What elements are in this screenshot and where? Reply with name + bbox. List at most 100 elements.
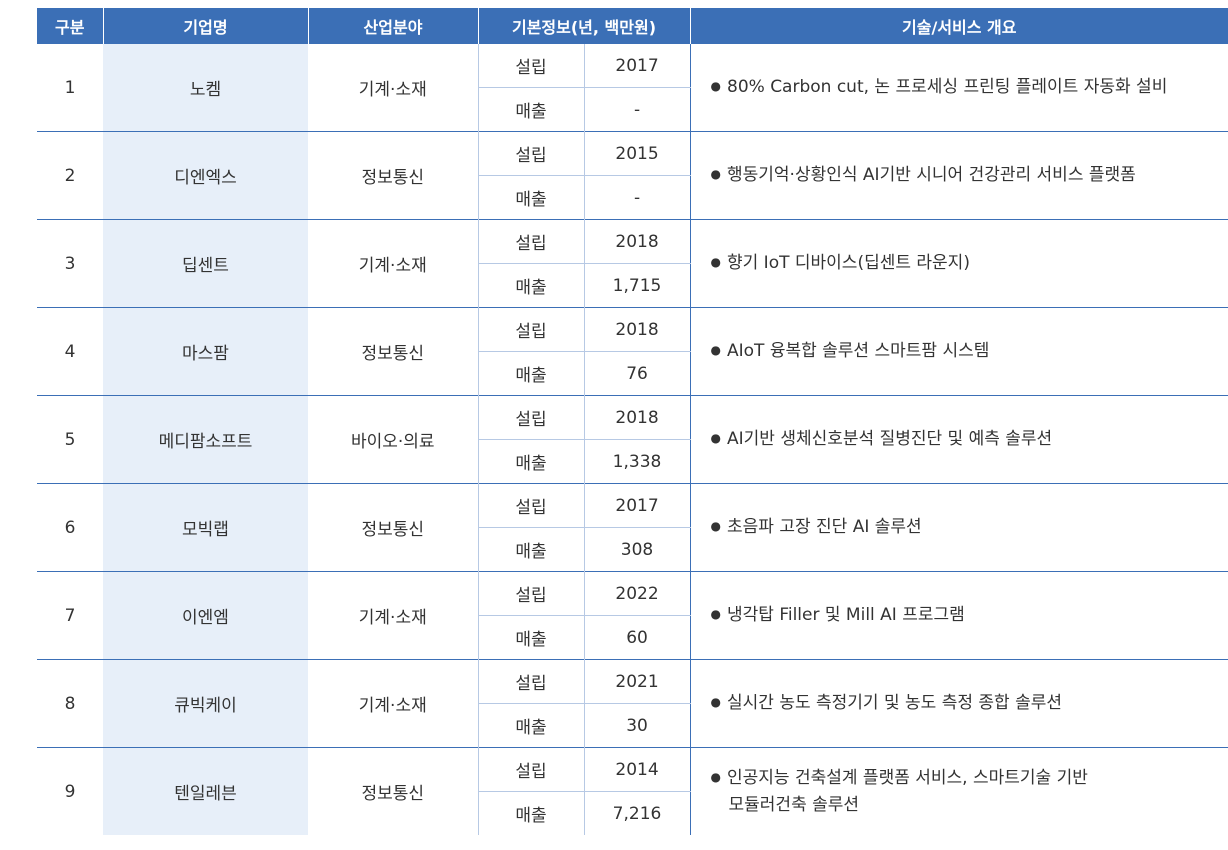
sales-label: 매출 xyxy=(477,351,584,396)
table-row: 6 모빅랩 정보통신 설립 2017 ● 초음파 고장 진단 AI 솔루션 xyxy=(37,483,1228,572)
table-body: 1 노켐 기계·소재 설립 2017 ● 80% Carbon cut, 논 프로세싱 프린… xyxy=(37,44,1228,835)
sales-value: 1,338 xyxy=(583,439,691,484)
row-number: 4 xyxy=(37,307,103,396)
company-name: 노켐 xyxy=(103,44,308,132)
description: ● AIoT 융복합 솔루션 스마트팜 시스템 xyxy=(689,307,1228,396)
sales-label: 매출 xyxy=(477,263,584,308)
bullet-icon: ● xyxy=(710,695,721,709)
sales-value: 1,715 xyxy=(583,263,691,308)
description: ● 실시간 농도 측정기기 및 농도 측정 종합 솔루션 xyxy=(689,659,1228,748)
row-number: 7 xyxy=(37,571,103,660)
description-line: ● 냉각탑 Filler 및 Mill AI 프로그램 xyxy=(711,602,1228,629)
industry-field: 기계·소재 xyxy=(308,219,478,308)
founded-label: 설립 xyxy=(477,131,584,176)
table-row: 매출 76 xyxy=(37,351,1228,396)
row-number: 5 xyxy=(37,395,103,484)
description-text: 실시간 농도 측정기기 및 농도 측정 종합 솔루션 xyxy=(727,693,1062,713)
header-no: 구분 xyxy=(37,8,103,44)
founded-label: 설립 xyxy=(477,307,584,352)
founded-year: 2021 xyxy=(583,659,691,704)
table-row: 매출 7,216 xyxy=(37,791,1228,835)
bullet-icon: ● xyxy=(710,431,721,445)
description-text: 인공지능 건축설계 플랫폼 서비스, 스마트기술 기반 xyxy=(727,768,1088,788)
description-line: ● AI기반 생체신호분석 질병진단 및 예측 솔루션 xyxy=(711,426,1228,453)
table-row: 2 디엔엑스 정보통신 설립 2015 ● 행동기억·상황인식 AI기반 시니어 건강관리 … xyxy=(37,131,1228,220)
row-number: 9 xyxy=(37,747,103,835)
description-line: ● 인공지능 건축설계 플랫폼 서비스, 스마트기술 기반 xyxy=(711,765,1228,792)
description-text: AIoT 융복합 솔루션 스마트팜 시스템 xyxy=(727,341,990,361)
industry-field: 정보통신 xyxy=(308,747,478,835)
sales-label: 매출 xyxy=(477,527,584,572)
industry-field: 정보통신 xyxy=(308,131,478,220)
sales-value: 30 xyxy=(583,703,691,748)
founded-label: 설립 xyxy=(477,395,584,440)
company-name: 딥센트 xyxy=(103,219,308,308)
industry-field: 바이오·의료 xyxy=(308,395,478,484)
header-description: 기술/서비스 개요 xyxy=(689,8,1228,44)
description: ● 향기 IoT 디바이스(딥센트 라운지) xyxy=(689,219,1228,308)
description: ● 80% Carbon cut, 논 프로세싱 프린팅 플레이트 자동화 설비 xyxy=(689,44,1228,132)
sales-label: 매출 xyxy=(477,703,584,748)
description-line: ● 80% Carbon cut, 논 프로세싱 프린팅 플레이트 자동화 설비 xyxy=(711,74,1228,101)
row-number: 1 xyxy=(64,77,76,98)
description-line: ● 향기 IoT 디바이스(딥센트 라운지) xyxy=(711,250,1228,277)
founded-label: 설립 xyxy=(477,659,584,704)
sales-value: 7,216 xyxy=(583,791,691,835)
bullet-icon: ● xyxy=(710,255,721,269)
description-text: 향기 IoT 디바이스(딥센트 라운지) xyxy=(727,253,970,273)
founded-label: 설립 xyxy=(477,44,584,88)
sales-value: - xyxy=(583,175,691,220)
sales-label: 매출 xyxy=(477,791,584,835)
founded-year: 2017 xyxy=(583,44,691,88)
company-name: 메디팜소프트 xyxy=(103,395,308,484)
founded-label: 설립 xyxy=(477,219,584,264)
description-line: 모듈러건축 솔루션 xyxy=(711,792,1228,818)
company-name: 텐일레븐 xyxy=(103,747,308,835)
industry-field: 기계·소재 xyxy=(308,659,478,748)
description-text: 80% Carbon cut, 논 프로세싱 프린팅 플레이트 자동화 설비 xyxy=(727,77,1168,97)
description-line: ● AIoT 융복합 솔루션 스마트팜 시스템 xyxy=(711,338,1228,365)
description-line: ● 실시간 농도 측정기기 및 농도 측정 종합 솔루션 xyxy=(711,690,1228,717)
table-row: 8 큐빅케이 기계·소재 설립 2021 ● 실시간 농도 측정기기 및 농도 측정 종합 … xyxy=(37,659,1228,748)
founded-label: 설립 xyxy=(477,483,584,528)
company-table: 구분 기업명 산업분야 기본정보(년, 백만원) 기술/서비스 개요 1 노켐 기계… xyxy=(37,8,1228,835)
founded-year: 2015 xyxy=(583,131,691,176)
table-row: 1 노켐 기계·소재 설립 2017 ● 80% Carbon cut, 논 프로세싱 프린… xyxy=(37,44,1228,132)
company-name: 이엔엠 xyxy=(103,571,308,660)
sales-label: 매출 xyxy=(477,87,584,132)
sales-label: 매출 xyxy=(477,439,584,484)
bullet-icon: ● xyxy=(710,519,721,533)
description-text: 초음파 고장 진단 AI 솔루션 xyxy=(727,517,922,537)
table-row: 매출 1,715 xyxy=(37,263,1228,308)
sales-value: - xyxy=(583,87,691,132)
description-line: ● 초음파 고장 진단 AI 솔루션 xyxy=(711,514,1228,541)
bullet-icon: ● xyxy=(710,79,721,93)
table-row: 9 텐일레븐 정보통신 설립 2014 ● 인공지능 건축설계 플랫폼 서비스, 스마트기술… xyxy=(37,747,1228,835)
row-number: 2 xyxy=(37,131,103,220)
description-text: 모듈러건축 솔루션 xyxy=(728,795,860,815)
sales-value: 60 xyxy=(583,615,691,660)
table-row: 4 마스팜 정보통신 설립 2018 ● AIoT 융복합 솔루션 스마트팜 시스템 xyxy=(37,307,1228,396)
company-name: 모빅랩 xyxy=(103,483,308,572)
table-row: 매출 - xyxy=(37,175,1228,220)
founded-label: 설립 xyxy=(477,571,584,616)
industry-field: 정보통신 xyxy=(308,483,478,572)
founded-year: 2014 xyxy=(583,747,691,792)
table-row: 매출 30 xyxy=(37,703,1228,748)
header-field: 산업분야 xyxy=(307,8,478,44)
bullet-icon: ● xyxy=(710,343,721,357)
industry-field: 기계·소재 xyxy=(308,571,478,660)
description: ● AI기반 생체신호분석 질병진단 및 예측 솔루션 xyxy=(689,395,1228,484)
table-row: 매출 1,338 xyxy=(37,439,1228,484)
table-row: 3 딥센트 기계·소재 설립 2018 ● 향기 IoT 디바이스(딥센트 라운지) xyxy=(37,219,1228,308)
bullet-icon: ● xyxy=(710,770,721,784)
description: ● 행동기억·상황인식 AI기반 시니어 건강관리 서비스 플랫폼 xyxy=(689,131,1228,220)
row-number: 8 xyxy=(37,659,103,748)
description-text: AI기반 생체신호분석 질병진단 및 예측 솔루션 xyxy=(727,429,1053,449)
sales-label: 매출 xyxy=(477,175,584,220)
header-row: 구분 기업명 산업분야 기본정보(년, 백만원) 기술/서비스 개요 xyxy=(37,8,1228,44)
row-number: 6 xyxy=(37,483,103,572)
table-row: 5 메디팜소프트 바이오·의료 설립 2018 ● AI기반 생체신호분석 질병진단 및 예… xyxy=(37,395,1228,484)
table-row: 7 이엔엠 기계·소재 설립 2022 ● 냉각탑 Filler 및 Mill AI 프로그… xyxy=(37,571,1228,660)
description: ● 초음파 고장 진단 AI 솔루션 xyxy=(689,483,1228,572)
